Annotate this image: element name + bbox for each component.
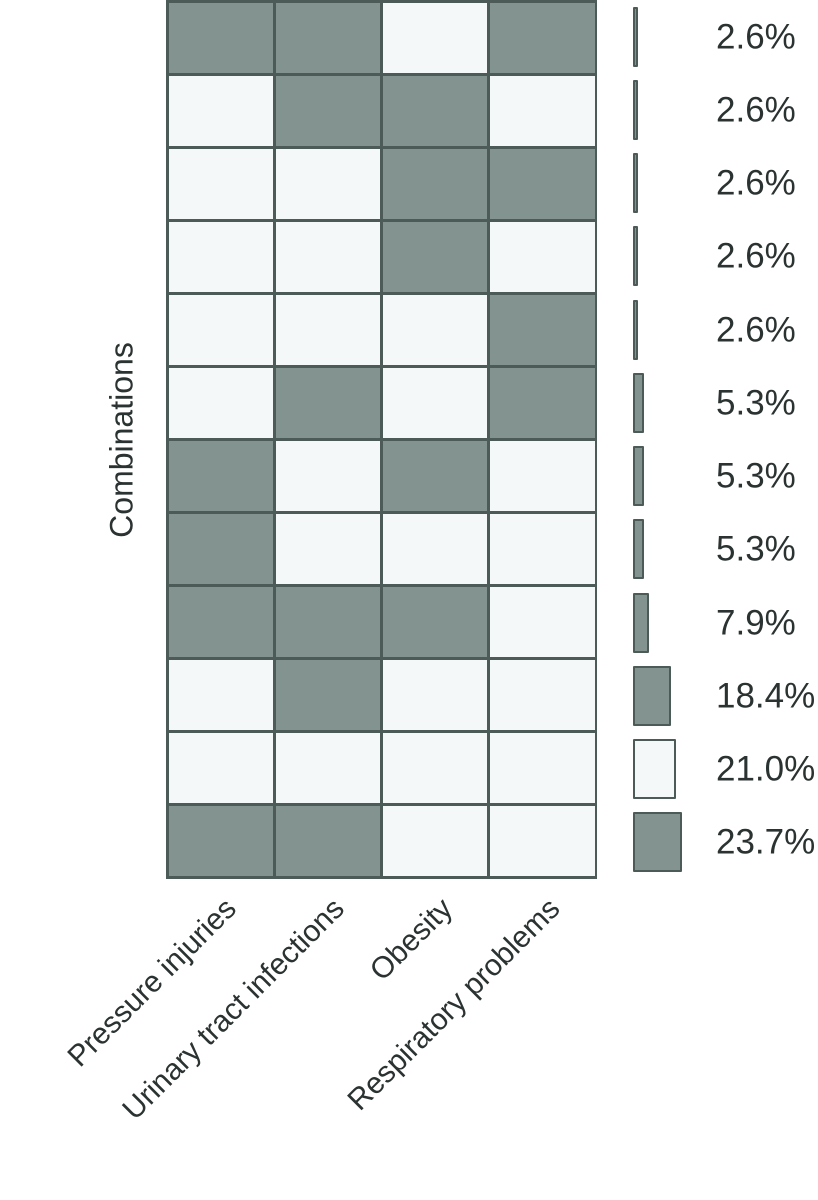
frequency-bar	[633, 812, 682, 873]
y-axis-label: Combinations	[103, 342, 140, 538]
column-label: Obesity	[363, 892, 459, 988]
matrix-cell	[275, 294, 381, 366]
percentage-label: 2.6%	[716, 90, 796, 130]
matrix-cell	[489, 586, 595, 658]
matrix-cell	[168, 732, 274, 804]
frequency-bar	[633, 372, 644, 433]
matrix-cell	[275, 659, 381, 731]
matrix-cell	[489, 294, 595, 366]
matrix-cell	[489, 440, 595, 512]
column-label: Respiratory problems	[341, 892, 567, 1117]
column-label: Urinary tract infections	[116, 892, 351, 1127]
matrix-cell	[168, 513, 274, 585]
matrix-cell	[382, 148, 488, 220]
frequency-bar	[633, 226, 639, 287]
percentage-label: 5.3%	[716, 383, 796, 423]
matrix-cell	[168, 805, 274, 877]
matrix-cell	[275, 221, 381, 293]
matrix-cell	[275, 367, 381, 439]
frequency-bar	[633, 153, 639, 214]
matrix-cell	[168, 586, 274, 658]
matrix-cell	[489, 2, 595, 74]
matrix-cell	[489, 513, 595, 585]
matrix-cell	[382, 659, 488, 731]
matrix-cell	[382, 513, 488, 585]
matrix-cell	[382, 367, 488, 439]
matrix-cell	[382, 2, 488, 74]
frequency-bar	[633, 739, 677, 800]
matrix-cell	[382, 586, 488, 658]
matrix-cell	[275, 732, 381, 804]
matrix-cell	[275, 513, 381, 585]
percentage-label: 2.6%	[716, 163, 796, 203]
matrix-cell	[382, 75, 488, 147]
matrix-cell	[275, 586, 381, 658]
matrix-cell	[489, 732, 595, 804]
matrix-cell	[382, 440, 488, 512]
matrix-cell	[168, 221, 274, 293]
percentage-label: 21.0%	[716, 749, 816, 789]
matrix-cell	[168, 148, 274, 220]
matrix-cell	[168, 2, 274, 74]
matrix-cell	[168, 294, 274, 366]
matrix-cell	[275, 75, 381, 147]
matrix-cell	[168, 440, 274, 512]
matrix-cell	[275, 2, 381, 74]
frequency-bar	[633, 592, 650, 653]
percentage-label: 2.6%	[716, 236, 796, 276]
matrix-cell	[275, 805, 381, 877]
percentage-label: 2.6%	[716, 310, 796, 350]
matrix-cell	[489, 221, 595, 293]
matrix-cell	[489, 805, 595, 877]
matrix-cell	[275, 440, 381, 512]
frequency-bar	[633, 6, 639, 67]
percentage-label: 18.4%	[716, 676, 816, 716]
matrix-cell	[489, 659, 595, 731]
matrix-cell	[275, 148, 381, 220]
matrix-cell	[382, 221, 488, 293]
percentage-label: 23.7%	[716, 822, 816, 862]
matrix-cell	[168, 659, 274, 731]
frequency-bar	[633, 519, 644, 580]
matrix-cell	[489, 148, 595, 220]
percentage-label: 5.3%	[716, 456, 796, 496]
matrix-cell	[168, 367, 274, 439]
percentage-label: 7.9%	[716, 603, 796, 643]
frequency-bar	[633, 665, 671, 726]
matrix-cell	[489, 367, 595, 439]
matrix-cell	[168, 75, 274, 147]
frequency-bar	[633, 79, 639, 140]
matrix-cell	[382, 805, 488, 877]
combination-matrix	[166, 0, 597, 879]
matrix-cell	[382, 732, 488, 804]
matrix-cell	[489, 75, 595, 147]
frequency-bar	[633, 446, 644, 507]
matrix-cell	[382, 294, 488, 366]
percentage-label: 5.3%	[716, 529, 796, 569]
percentage-label: 2.6%	[716, 17, 796, 57]
frequency-bar	[633, 299, 639, 360]
